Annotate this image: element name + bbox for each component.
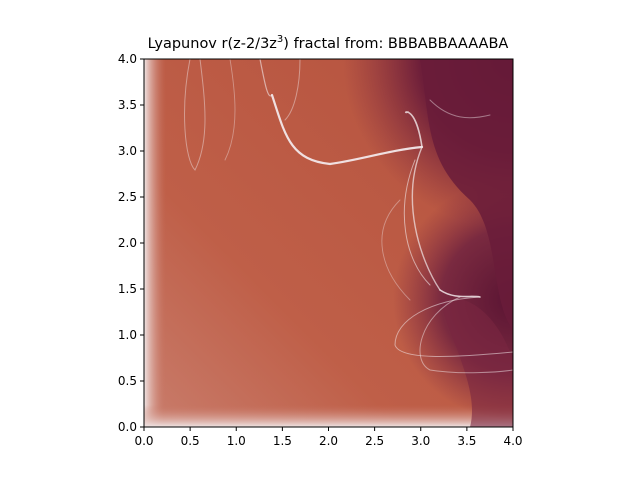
y-tick-label: 0.5 [118, 374, 137, 388]
x-tick-label: 2.0 [319, 434, 338, 448]
x-tick-label: 4.0 [503, 434, 522, 448]
x-axis: 0.0 0.5 1.0 1.5 2.0 2.5 3.0 3.5 4.0 [134, 427, 523, 448]
x-tick-label: 1.5 [273, 434, 292, 448]
y-tick-label: 1.0 [118, 328, 137, 342]
chart-title: Lyapunov r(z-2/3z3) fractal from: BBBABB… [148, 34, 509, 52]
x-tick-label: 2.5 [365, 434, 384, 448]
y-tick-label: 3.0 [118, 144, 137, 158]
x-tick-label: 3.0 [411, 434, 430, 448]
x-tick-label: 0.5 [181, 434, 200, 448]
heatmap-image [144, 59, 513, 427]
y-axis: 0.0 0.5 1.0 1.5 2.0 2.5 3.0 3.5 4.0 [118, 52, 144, 434]
y-tick-label: 2.5 [118, 190, 137, 204]
y-tick-label: 4.0 [118, 52, 137, 66]
title-superscript: 3 [277, 34, 283, 45]
y-tick-label: 3.5 [118, 98, 137, 112]
y-tick-label: 0.0 [118, 420, 137, 434]
x-tick-label: 1.0 [227, 434, 246, 448]
y-tick-label: 2.0 [118, 236, 137, 250]
x-tick-label: 0.0 [134, 434, 153, 448]
y-tick-label: 1.5 [118, 282, 137, 296]
x-tick-label: 3.5 [457, 434, 476, 448]
